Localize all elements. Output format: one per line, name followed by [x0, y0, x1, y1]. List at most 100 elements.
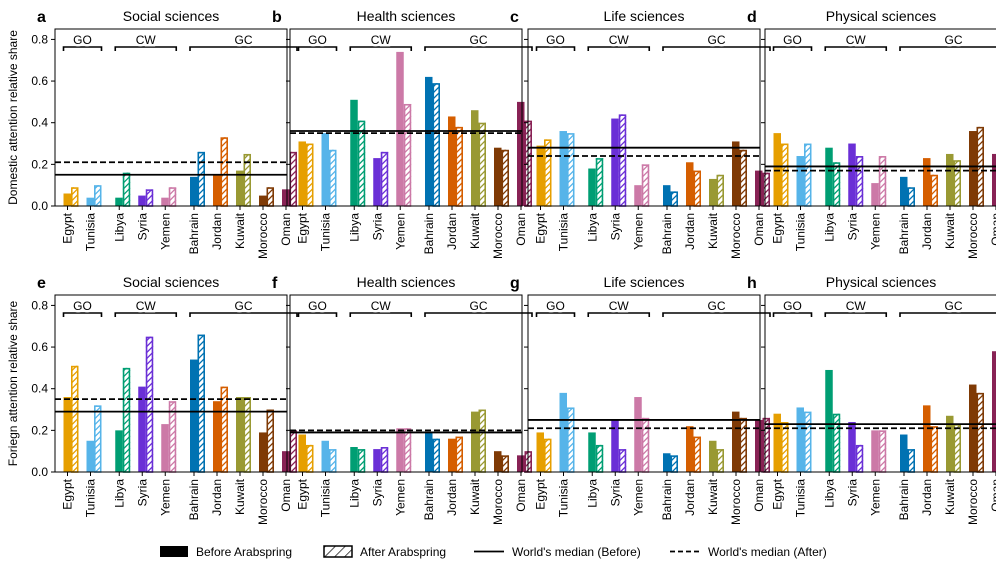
x-tick-label: Oman: [989, 479, 996, 512]
bar-after: [716, 174, 724, 207]
bar-before: [373, 449, 381, 472]
bar-after-bg: [833, 163, 840, 206]
y-tick-label: 0.0: [31, 199, 48, 213]
x-tick-label: Bahrain: [660, 479, 674, 520]
x-tick-label: Yemen: [631, 213, 645, 250]
bar-after: [328, 449, 337, 473]
panel-title: Health sciences: [357, 8, 456, 24]
x-tick-label: Yemen: [158, 213, 172, 250]
x-tick-label: Jordan: [445, 213, 459, 250]
group-bracket: [587, 312, 651, 317]
bar-before: [663, 185, 671, 206]
x-tick-label: Syria: [370, 213, 384, 241]
bar-after-bg: [306, 445, 313, 472]
bar-after-hatch: [595, 158, 604, 206]
bar-after: [641, 164, 650, 207]
bar-after-bg: [856, 156, 863, 206]
panel-a: Social sciences a 0.0 0.2 0.4 0.6 0.8 Domestic …: [6, 8, 298, 259]
bar-after-bg: [123, 173, 130, 206]
bar-after-hatch: [432, 438, 440, 472]
bar-after-bg: [404, 429, 411, 472]
x-tick-label: Egypt: [534, 212, 548, 243]
bar-after-bg: [908, 449, 915, 472]
bar-before: [796, 407, 804, 472]
bar-after: [976, 392, 984, 473]
bar-after: [432, 438, 440, 473]
panel-title: Health sciences: [357, 274, 456, 290]
legend-label-after: After Arabspring: [360, 545, 446, 559]
bar-before: [848, 143, 856, 206]
group-label: GC: [235, 299, 253, 313]
bar-after-hatch: [145, 189, 154, 206]
bar-before: [115, 197, 123, 206]
bar-after-bg: [596, 158, 603, 206]
x-tick-label: Tunisia: [794, 479, 808, 518]
panel-letter: e: [37, 275, 46, 292]
bar-before: [161, 197, 169, 206]
x-tick-label: Syria: [845, 213, 859, 241]
x-tick-label: Egypt: [61, 478, 75, 509]
bar-after: [289, 151, 297, 207]
x-tick-label: Egypt: [534, 478, 548, 509]
bar-after: [71, 187, 79, 207]
bar-after: [478, 409, 486, 473]
bar-before: [732, 411, 740, 472]
group-label: CW: [136, 299, 157, 313]
bar-before: [259, 195, 267, 206]
bar-after-bg: [879, 156, 886, 206]
bar-before: [588, 168, 596, 206]
panel-letter: g: [510, 275, 520, 292]
bar-after-hatch: [357, 449, 366, 472]
bar-before: [923, 158, 931, 206]
bar-after-bg: [740, 150, 747, 206]
x-tick-label: Morocco: [966, 479, 980, 525]
bar-before: [517, 455, 525, 472]
x-tick-label: Libya: [585, 479, 599, 508]
group-label: GO: [308, 299, 327, 313]
bar-before: [161, 424, 169, 472]
bar-after-bg: [804, 144, 811, 206]
bar-after-bg: [694, 171, 701, 206]
bar-after-hatch: [976, 126, 984, 206]
plot-frame: [289, 28, 523, 207]
bar-before: [825, 147, 833, 206]
bar-after-bg: [381, 447, 388, 472]
panel-g: Life sciences g GO CW GC Egypt Tunisia Libya Syr…: [510, 274, 771, 525]
bar-after-hatch: [670, 455, 678, 473]
x-tick-label: Oman: [279, 213, 293, 246]
plot-frame: [764, 294, 996, 473]
bar-after-hatch: [329, 449, 337, 472]
bar-after-bg: [544, 439, 551, 472]
group-label: GC: [235, 33, 253, 47]
bar-before: [732, 141, 740, 206]
y-tick-label: 0.4: [31, 382, 48, 396]
x-tick-label: Jordan: [683, 479, 697, 516]
bar-after-bg: [717, 449, 724, 472]
bar-after-bg: [954, 424, 961, 472]
bar-after: [122, 367, 131, 473]
y-tick-label: 0.6: [31, 74, 48, 88]
x-tick-label: Egypt: [771, 212, 785, 243]
panel-letter: b: [272, 9, 282, 26]
x-tick-label: Kuwait: [706, 212, 720, 249]
bar-before: [396, 428, 404, 472]
bar-after: [595, 444, 604, 473]
panel-h: Physical sciences h GO CW GC Egypt Tunisia Liby…: [747, 274, 996, 525]
bar-after: [403, 103, 412, 207]
panel-title: Life sciences: [604, 8, 685, 24]
bar-before: [900, 176, 908, 206]
bar-after-bg: [717, 175, 724, 206]
group-label: GC: [470, 299, 488, 313]
x-tick-label: Tunisia: [84, 479, 98, 518]
bar-after: [618, 114, 627, 207]
x-tick-label: Jordan: [210, 213, 224, 250]
bar-after-hatch: [432, 83, 440, 206]
bar-after: [716, 449, 724, 473]
panel-title: Social sciences: [123, 274, 220, 290]
bar-after: [197, 151, 206, 207]
bar-before: [588, 432, 596, 472]
group-label: GC: [470, 33, 488, 47]
bar-after-bg: [596, 445, 603, 472]
bar-after: [878, 156, 887, 207]
group-label: CW: [371, 33, 392, 47]
